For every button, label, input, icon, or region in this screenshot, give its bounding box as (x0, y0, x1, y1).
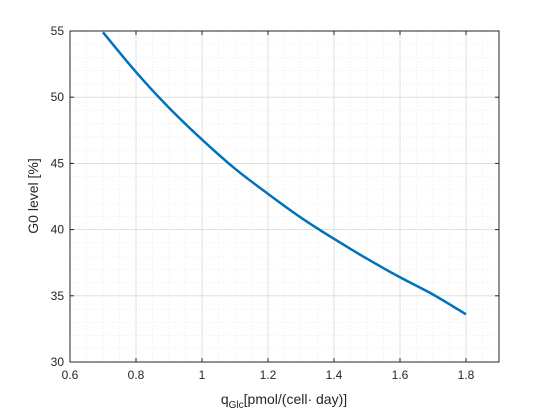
x-tick-label: 0.8 (128, 368, 145, 382)
x-tick-label: 0.6 (62, 368, 79, 382)
y-tick-label: 55 (51, 24, 65, 38)
plot-frame (69, 30, 500, 363)
x-tick-label: 1.4 (326, 368, 343, 382)
axis-ticks (69, 30, 499, 363)
x-axis-label-unit: [pmol/(cell· day)] (244, 391, 347, 407)
x-tick-label: 1.2 (260, 368, 277, 382)
x-axis-label-main: q (221, 391, 229, 407)
x-tick-label: 1.8 (458, 368, 475, 382)
y-tick-label: 40 (51, 223, 65, 237)
series-layer (102, 31, 467, 316)
x-tick-labels: 0.6 0.8 1 1.2 1.4 1.6 1.8 (62, 368, 475, 382)
y-tick-label: 35 (51, 289, 65, 303)
x-axis-label: qGlc[pmol/(cell· day)] (221, 391, 347, 411)
y-tick-labels: 30 35 40 45 50 55 (51, 24, 65, 369)
series-line (102, 31, 467, 316)
x-axis-label-subscript: Glc (229, 400, 244, 411)
y-axis-label: G0 level [%] (25, 158, 41, 233)
y-tick-label: 50 (51, 90, 65, 104)
x-tick-label: 1.6 (392, 368, 409, 382)
y-tick-label: 30 (51, 355, 65, 369)
y-tick-label: 45 (51, 156, 65, 170)
x-tick-label: 1 (199, 368, 206, 382)
